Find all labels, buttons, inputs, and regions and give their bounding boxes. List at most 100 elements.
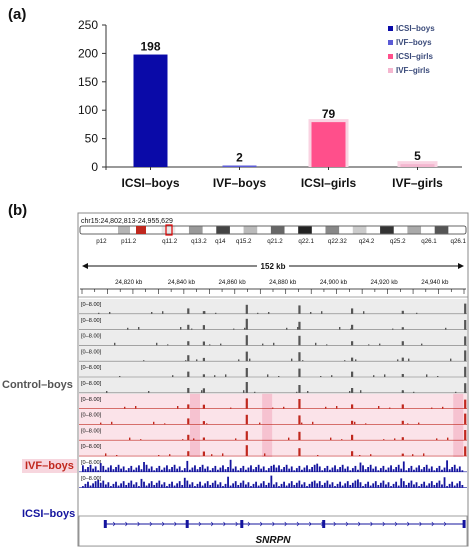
strand-arrow <box>149 521 153 527</box>
signal-bar <box>158 480 161 488</box>
signal-bar <box>243 390 245 393</box>
signal-bar <box>127 482 130 488</box>
signal-bar <box>291 358 293 362</box>
signal-bar <box>265 470 268 472</box>
signal-bar <box>354 480 357 488</box>
signal-bar <box>160 469 163 472</box>
signal-bar <box>94 466 97 472</box>
signal-bar <box>87 481 89 488</box>
track-background <box>79 346 467 363</box>
bar <box>133 54 168 168</box>
cytoband-label: q22.1 <box>298 238 314 245</box>
signal-bar <box>185 360 187 362</box>
cytoband <box>325 226 340 234</box>
signal-bar <box>359 462 362 472</box>
y-tick-label: 0 <box>91 160 98 174</box>
signal-bar <box>140 439 142 441</box>
signal-bar <box>166 486 168 488</box>
signal-bar <box>99 463 102 472</box>
exon <box>462 520 466 528</box>
signal-bar <box>237 485 240 488</box>
signal-bar <box>262 343 264 346</box>
signal-bar <box>456 483 459 488</box>
signal-bar <box>288 437 290 441</box>
signal-bar <box>143 462 145 472</box>
signal-bar <box>169 454 171 456</box>
signal-bar <box>326 465 329 472</box>
signal-bar <box>120 468 122 472</box>
signal-bar <box>369 485 372 488</box>
signal-bar <box>357 469 359 472</box>
cytoband-label: q14 <box>215 238 226 245</box>
signal-bar <box>247 482 250 488</box>
signal-bar <box>435 482 438 488</box>
legend-entry: IVF–boys <box>396 38 432 47</box>
ruler-tick-label: 24,860 kb <box>218 279 246 286</box>
ruler-tick-label: 24,940 kb <box>421 279 449 286</box>
signal-bar <box>445 327 447 330</box>
signal-bar <box>461 485 464 488</box>
signal-bar <box>214 465 217 472</box>
signal-bar <box>150 481 153 488</box>
signal-bar <box>202 437 205 441</box>
signal-bar <box>313 480 316 488</box>
cytoband <box>148 226 163 234</box>
signal-bar <box>425 485 428 488</box>
track-highlight <box>262 409 273 426</box>
exon <box>103 520 107 528</box>
strand-arrow <box>296 521 300 527</box>
signal-bar <box>370 454 372 456</box>
signal-bar <box>355 359 357 362</box>
signal-bar <box>351 482 354 488</box>
signal-bar <box>194 465 196 472</box>
signal-bar <box>202 421 205 425</box>
signal-bar <box>298 305 301 314</box>
signal-bar <box>163 467 166 472</box>
signal-bar <box>331 482 334 488</box>
signal-bar <box>453 485 456 488</box>
signal-bar <box>194 486 196 488</box>
signal-bar <box>354 465 357 472</box>
x-tick-label: ICSI–boys <box>121 176 179 190</box>
signal-bar <box>326 480 329 488</box>
signal-bar <box>84 483 87 488</box>
signal-bar <box>255 467 257 472</box>
signal-bar <box>407 423 409 425</box>
signal-bar <box>339 327 341 330</box>
track-range-label: [0–8.00] <box>81 428 102 434</box>
strand-arrow <box>345 521 349 527</box>
signal-bar <box>135 467 138 472</box>
signal-bar <box>377 485 380 488</box>
signal-bar <box>438 465 441 472</box>
signal-bar <box>313 464 316 472</box>
signal-bar <box>163 482 166 488</box>
signal-bar <box>138 486 140 488</box>
gene-name: SNRPN <box>255 535 291 546</box>
signal-bar <box>227 476 229 488</box>
signal-bar <box>257 485 260 488</box>
signal-bar <box>87 467 89 472</box>
strand-arrow <box>394 521 398 527</box>
strand-arrow <box>431 521 435 527</box>
signal-bar <box>257 312 259 314</box>
signal-bar <box>244 484 247 488</box>
signal-bar <box>224 483 227 488</box>
signal-bar <box>249 358 251 362</box>
signal-bar <box>458 481 461 488</box>
cytoband-label: q15.2 <box>236 238 252 245</box>
x-tick-label: IVF–girls <box>392 176 443 190</box>
signal-bar <box>389 407 391 409</box>
bar <box>222 165 257 167</box>
signal-bar <box>129 437 131 441</box>
signal-bar <box>145 464 148 472</box>
signal-bar <box>310 312 312 314</box>
signal-bar <box>112 483 115 488</box>
signal-bar <box>311 467 313 472</box>
signal-bar <box>344 360 346 362</box>
legend-entry: ICSI–boys <box>396 24 435 33</box>
signal-bar <box>110 465 112 472</box>
signal-bar <box>132 469 135 472</box>
signal-bar <box>311 481 313 488</box>
signal-bar <box>412 454 414 456</box>
track-range-label: [0–8.00] <box>81 413 102 419</box>
